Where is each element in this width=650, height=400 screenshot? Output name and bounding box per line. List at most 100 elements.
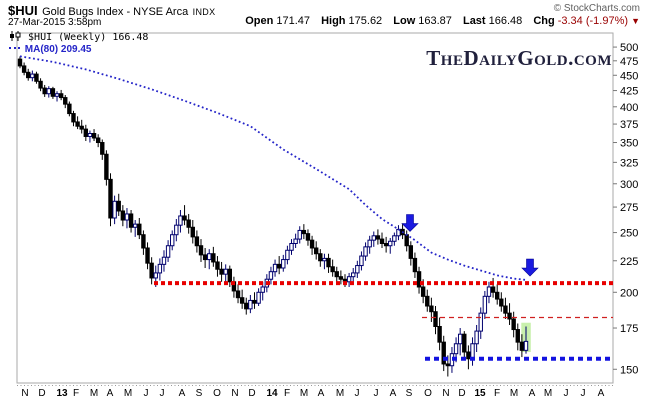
candle-up — [486, 286, 492, 297]
chg-label: Chg — [533, 15, 555, 27]
candle-down — [445, 363, 451, 367]
candle-up — [523, 340, 529, 351]
y-tick-label: 200 — [620, 287, 638, 299]
high-label: High — [321, 15, 346, 27]
x-month-label: M — [336, 388, 344, 399]
candle-down — [412, 257, 418, 273]
candle-up — [392, 235, 397, 242]
candle-down — [301, 229, 307, 235]
candle-down — [211, 253, 216, 263]
candle-down — [120, 210, 126, 221]
candle-down — [404, 234, 409, 247]
stockcharts-copyright: © StockCharts.com — [553, 3, 640, 14]
candle-up — [112, 200, 117, 219]
candle-up — [272, 263, 278, 273]
candle-down — [58, 93, 64, 99]
plot-frame — [16, 32, 614, 384]
x-year-label: 15 — [474, 388, 486, 399]
x-month-label: F — [284, 388, 290, 399]
candle-down — [34, 73, 39, 82]
candle-up — [293, 238, 298, 244]
candle-down — [137, 223, 142, 236]
watermark-thedailygold: TheDailyGold.com — [426, 46, 612, 70]
candle-up — [178, 215, 183, 226]
x-month-label: A — [529, 388, 536, 399]
candle-down — [326, 257, 331, 268]
candle-down — [379, 238, 385, 244]
candle-up — [285, 249, 290, 261]
y-tick-label: 325 — [620, 157, 638, 169]
candle-down — [519, 341, 525, 351]
candle-down — [416, 271, 422, 288]
candle-down — [141, 234, 146, 249]
candle-up — [46, 88, 51, 95]
candle-down — [108, 178, 113, 219]
candle-up — [264, 278, 270, 288]
x-month-label: O — [424, 388, 432, 399]
down-triangle-icon: ▼ — [631, 16, 640, 26]
candle-up — [359, 255, 364, 267]
candle-down — [186, 219, 191, 228]
x-month-label: D — [458, 388, 465, 399]
candle-down — [83, 128, 89, 137]
candle-up — [457, 333, 463, 345]
candle-up — [161, 256, 167, 265]
x-month-label: J — [564, 388, 569, 399]
candle-down — [441, 341, 446, 365]
candle-down — [100, 142, 105, 155]
candle-down — [252, 299, 257, 304]
x-month-label: M — [544, 388, 552, 399]
candle-down — [490, 286, 496, 293]
candle-down — [318, 253, 323, 262]
candle-up — [170, 234, 175, 247]
x-month-label: J — [355, 388, 360, 399]
candle-up — [322, 257, 327, 262]
candle-down — [338, 276, 344, 280]
candle-down — [466, 351, 471, 360]
last-candle-highlight — [521, 322, 531, 353]
candle-down — [244, 302, 249, 310]
x-month-label: M — [124, 388, 132, 399]
y-tick-label: 275 — [620, 202, 638, 214]
candle-down — [437, 325, 442, 343]
last-label: Last — [462, 15, 486, 27]
candle-down — [145, 247, 150, 264]
candle-up — [157, 263, 163, 274]
candle-down — [375, 235, 381, 240]
candle-down — [227, 268, 233, 283]
candle-down — [95, 137, 101, 144]
series-legend-label: $HUI (Weekly) 166.48 — [28, 32, 149, 43]
symbol: $HUI — [8, 3, 38, 18]
candle-down — [190, 226, 195, 238]
candle-down — [182, 215, 187, 221]
candle-down — [330, 266, 335, 273]
candle-up — [449, 353, 455, 367]
x-year-label: 14 — [266, 388, 278, 399]
candle-down — [420, 286, 426, 297]
chart-datetime: 27-Mar-2015 3:58pm — [8, 17, 102, 28]
candle-down — [313, 247, 319, 255]
candle-up — [478, 312, 483, 332]
y-tick-label: 175 — [620, 323, 638, 335]
candle-down — [309, 239, 315, 249]
candle-up — [223, 268, 228, 275]
candle-down — [202, 254, 208, 261]
candle-down — [91, 133, 97, 139]
candle-up — [268, 271, 274, 280]
candle-up — [482, 295, 488, 314]
candlestick-chart-icon — [10, 31, 21, 41]
x-month-label: J — [144, 388, 149, 399]
candle-down — [507, 312, 512, 320]
candle-up — [153, 272, 158, 279]
y-tick-label: 400 — [620, 102, 638, 114]
candle-up — [87, 133, 93, 137]
y-tick-label: 375 — [620, 119, 638, 131]
x-month-label: A — [318, 388, 325, 399]
ma80-line — [19, 55, 527, 281]
chg-value: -3.34 (-1.97%) — [557, 15, 629, 27]
y-tick-label: 475 — [620, 56, 638, 68]
candle-down — [342, 278, 348, 283]
x-month-label: A — [179, 388, 186, 399]
y-tick-label: 300 — [620, 179, 638, 191]
candle-down — [503, 305, 508, 314]
